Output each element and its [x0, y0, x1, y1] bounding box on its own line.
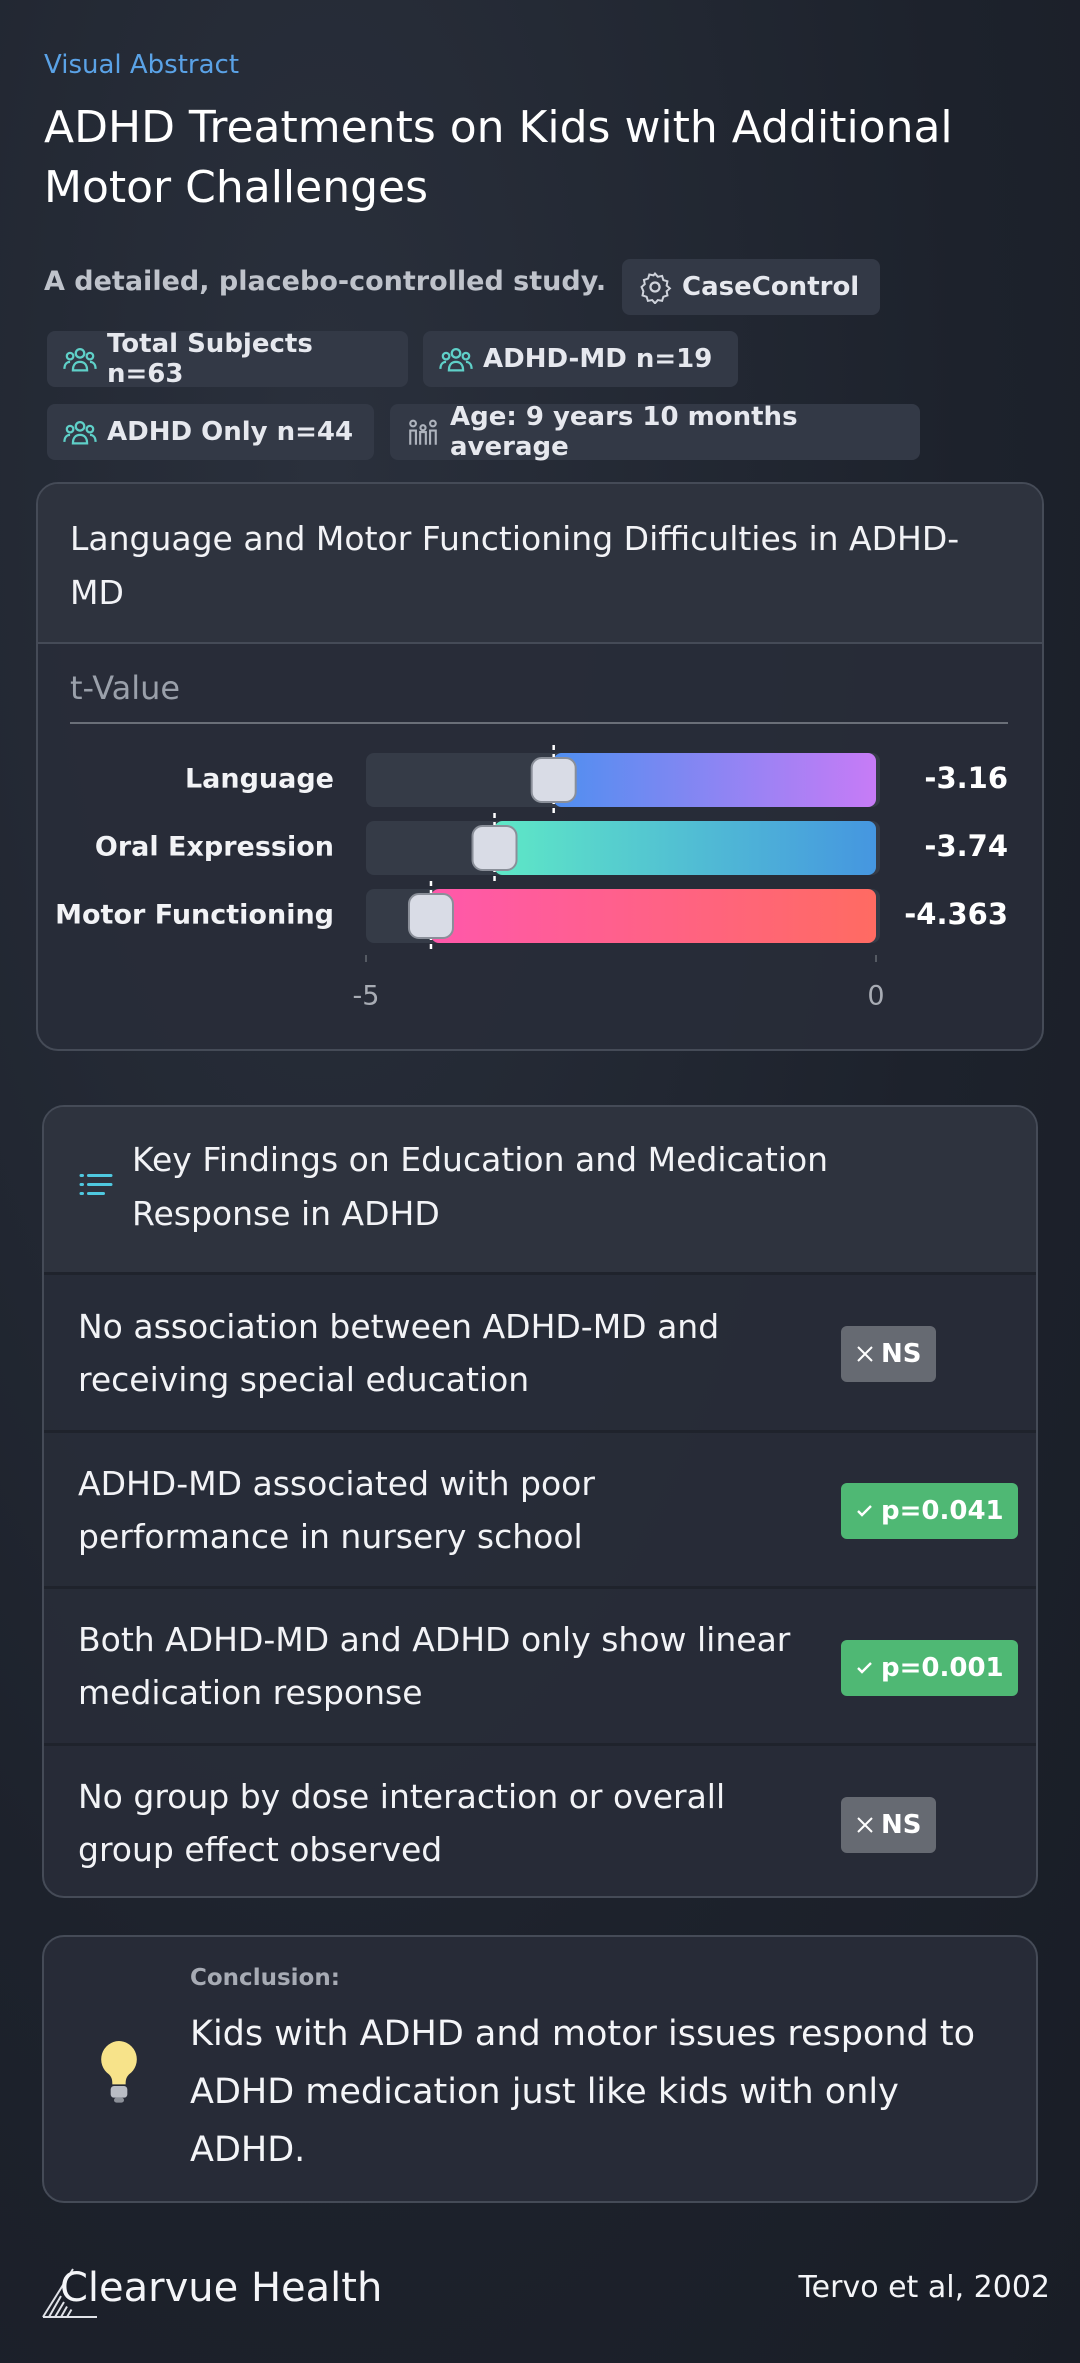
finding-row: No association between ADHD-MD and recei… [44, 1272, 1036, 1430]
badge-text: NS [881, 1809, 922, 1840]
findings-card: Key Findings on Education and Medication… [42, 1105, 1038, 1898]
people-icon [63, 347, 97, 372]
finding-text: No association between ADHD-MD and recei… [78, 1306, 720, 1399]
chart-card: Language and Motor Functioning Difficult… [36, 482, 1044, 1051]
conclusion-label: Conclusion: [190, 1965, 340, 1991]
check-icon [857, 1661, 872, 1674]
finding-text: ADHD-MD associated with poor performance… [78, 1463, 595, 1556]
chip-text: CaseControl [682, 272, 860, 302]
conclusion-text: Kids with ADHD and motor issues respond … [190, 2014, 976, 2170]
finding-text: Both ADHD-MD and ADHD only show linear m… [78, 1620, 791, 1712]
finding-badge: NS [841, 1326, 936, 1382]
findings-title: Key Findings on Education and Medication… [132, 1140, 829, 1233]
brand-logo [42, 2268, 97, 2318]
people-icon [63, 420, 97, 445]
title: ADHD Treatments on Kids with Additional … [44, 102, 953, 213]
family-icon [409, 419, 437, 445]
finding-row: ADHD-MD associated with poor performance… [44, 1430, 1036, 1586]
chart-title: Language and Motor Functioning Difficult… [38, 484, 1042, 644]
finding-text: No group by dose interaction or overall … [78, 1777, 726, 1869]
chip: Age: 9 years 10 months average [390, 402, 920, 462]
brand: Clearvue Health [60, 2265, 383, 2311]
chip: CaseControl [622, 259, 880, 315]
badge-text: p=0.041 [881, 1496, 1004, 1526]
badge-text: p=0.001 [881, 1652, 1004, 1683]
list-icon [79, 1174, 113, 1195]
finding-row: No group by dose interaction or overall … [44, 1743, 1036, 1896]
chip: Total Subjects n=63 [47, 329, 408, 389]
cross-icon [857, 1816, 873, 1833]
chip: ADHD-MD n=19 [423, 331, 738, 387]
cross-icon [857, 1346, 873, 1362]
subtitle: A detailed, placebo-controlled study. [44, 266, 607, 297]
finding-badge: p=0.041 [841, 1483, 1018, 1539]
badge-text: NS [881, 1339, 922, 1369]
chip-text: ADHD-MD n=19 [483, 344, 713, 374]
conclusion-card: Conclusion: Kids with ADHD and motor iss… [42, 1935, 1038, 2203]
finding-row: Both ADHD-MD and ADHD only show linear m… [44, 1586, 1036, 1743]
chip-text: Total Subjects n=63 [107, 329, 313, 389]
chip-text: Age: 9 years 10 months average [450, 402, 798, 462]
finding-badge: p=0.001 [841, 1639, 1018, 1696]
people-icon [439, 347, 473, 372]
kicker: Visual Abstract [44, 50, 240, 80]
chip: ADHD Only n=44 [47, 404, 374, 460]
check-icon [857, 1505, 872, 1517]
findings-header: Key Findings on Education and Medication… [44, 1107, 1036, 1272]
finding-badge: NS [841, 1796, 936, 1853]
gear-icon [640, 271, 672, 304]
citation: Tervo et al, 2002 [798, 2270, 1050, 2305]
chip-text: ADHD Only n=44 [107, 417, 354, 447]
bulb-icon [101, 2041, 137, 2103]
